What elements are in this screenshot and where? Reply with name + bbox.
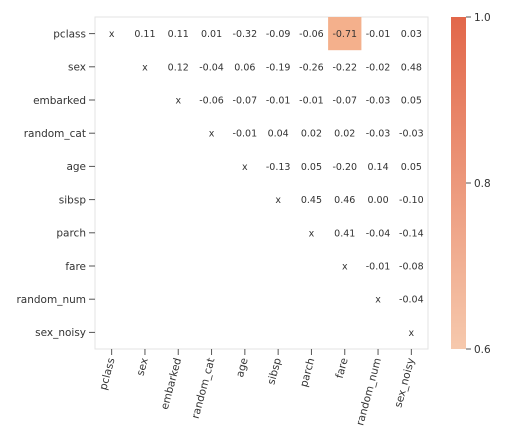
- cell-value: 0.46: [334, 195, 355, 206]
- row-label: sex: [68, 62, 86, 74]
- cell-value: x: [175, 96, 181, 107]
- cell-value: 0.05: [301, 162, 322, 173]
- cell-value: -0.02: [366, 62, 391, 73]
- plot-frame: [94, 16, 429, 350]
- cell-value: -0.03: [399, 129, 424, 140]
- cell-value: -0.19: [266, 62, 291, 73]
- cell-value: -0.01: [266, 96, 291, 107]
- row-label: sibsp: [59, 194, 87, 206]
- cell-value: 0.14: [367, 162, 388, 173]
- cell-value: -0.08: [399, 262, 424, 273]
- cell-value: -0.09: [266, 29, 291, 40]
- cell-value: 0.48: [401, 62, 422, 73]
- row-label: random_cat: [24, 128, 86, 140]
- highlight-cell: [328, 17, 362, 51]
- cell-value: x: [142, 62, 148, 73]
- cell-value: -0.01: [299, 96, 324, 107]
- cell-value: 0.05: [401, 162, 422, 173]
- cell-value: -0.10: [399, 195, 424, 206]
- cell-value: x: [342, 262, 348, 273]
- cell-value: x: [275, 195, 281, 206]
- cell-value: -0.06: [199, 96, 224, 107]
- col-label: embarked: [159, 357, 184, 411]
- cells-layer: x 0.11 0.11 0.01 -0.32 -0.09 -0.06 -0.71 -0.01 0.…: [109, 17, 424, 339]
- col-labels: pclass sex embarked random_cat age sibsp parch…: [97, 349, 417, 427]
- row-label: sex_noisy: [35, 327, 86, 339]
- cell-value: 0.01: [201, 29, 222, 40]
- cell-value: -0.01: [233, 129, 258, 140]
- row-label: fare: [65, 261, 86, 273]
- cell-value: 0.03: [401, 29, 422, 40]
- cell-value: -0.04: [366, 228, 391, 239]
- cell-value: -0.22: [332, 62, 357, 73]
- cell-value: -0.07: [332, 96, 357, 107]
- cell-value: -0.14: [399, 228, 424, 239]
- cell-value: 0.06: [234, 62, 255, 73]
- cell-value: -0.07: [233, 96, 258, 107]
- cell-value: 0.41: [334, 228, 355, 239]
- cell-value: -0.13: [266, 162, 291, 173]
- colorbar-tick-label: 0.6: [474, 344, 491, 356]
- cell-value: -0.71: [332, 29, 357, 40]
- col-label: sibsp: [265, 356, 284, 386]
- col-label: sex: [135, 357, 151, 377]
- cell-value: 0.02: [301, 129, 322, 140]
- cell-value: 0.11: [168, 29, 189, 40]
- cell-value: x: [242, 162, 248, 173]
- cell-value: 0.04: [268, 129, 289, 140]
- cell-value: x: [109, 29, 115, 40]
- cell-value: -0.03: [366, 96, 391, 107]
- row-label: embarked: [33, 95, 86, 107]
- cell-value: -0.26: [299, 62, 324, 73]
- cell-value: x: [209, 129, 215, 140]
- cell-value: 0.02: [334, 129, 355, 140]
- colorbar-tick-label: 0.8: [474, 178, 491, 190]
- row-label: pclass: [53, 28, 86, 40]
- row-label: parch: [56, 228, 86, 240]
- cell-value: -0.01: [366, 262, 391, 273]
- cell-value: x: [409, 328, 415, 339]
- col-label: random_cat: [190, 357, 218, 420]
- cell-value: -0.04: [399, 295, 424, 306]
- cell-value: 0.12: [168, 62, 189, 73]
- cell-value: x: [375, 295, 381, 306]
- cell-value: -0.32: [233, 29, 258, 40]
- cell-value: 0.05: [401, 96, 422, 107]
- cell-value: -0.01: [366, 29, 391, 40]
- colorbar: [451, 17, 466, 349]
- col-label: age: [234, 357, 251, 379]
- cell-value: -0.03: [366, 129, 391, 140]
- cell-value: -0.20: [332, 162, 357, 173]
- colorbar-ticks: 0.6 0.8 1.0: [466, 12, 491, 356]
- cell-value: -0.04: [199, 62, 224, 73]
- col-label: parch: [298, 357, 317, 389]
- cell-value: 0.11: [134, 29, 155, 40]
- cell-value: 0.45: [301, 195, 322, 206]
- cell-value: 0.00: [367, 195, 388, 206]
- col-label: random_num: [354, 357, 384, 427]
- cell-value: -0.06: [299, 29, 324, 40]
- col-label: sex_noisy: [392, 357, 417, 409]
- row-label: random_num: [16, 294, 86, 306]
- col-label: pclass: [97, 357, 117, 392]
- row-label: age: [66, 161, 86, 173]
- colorbar-tick-label: 1.0: [474, 12, 491, 24]
- col-label: fare: [334, 357, 351, 380]
- cell-value: x: [309, 228, 315, 239]
